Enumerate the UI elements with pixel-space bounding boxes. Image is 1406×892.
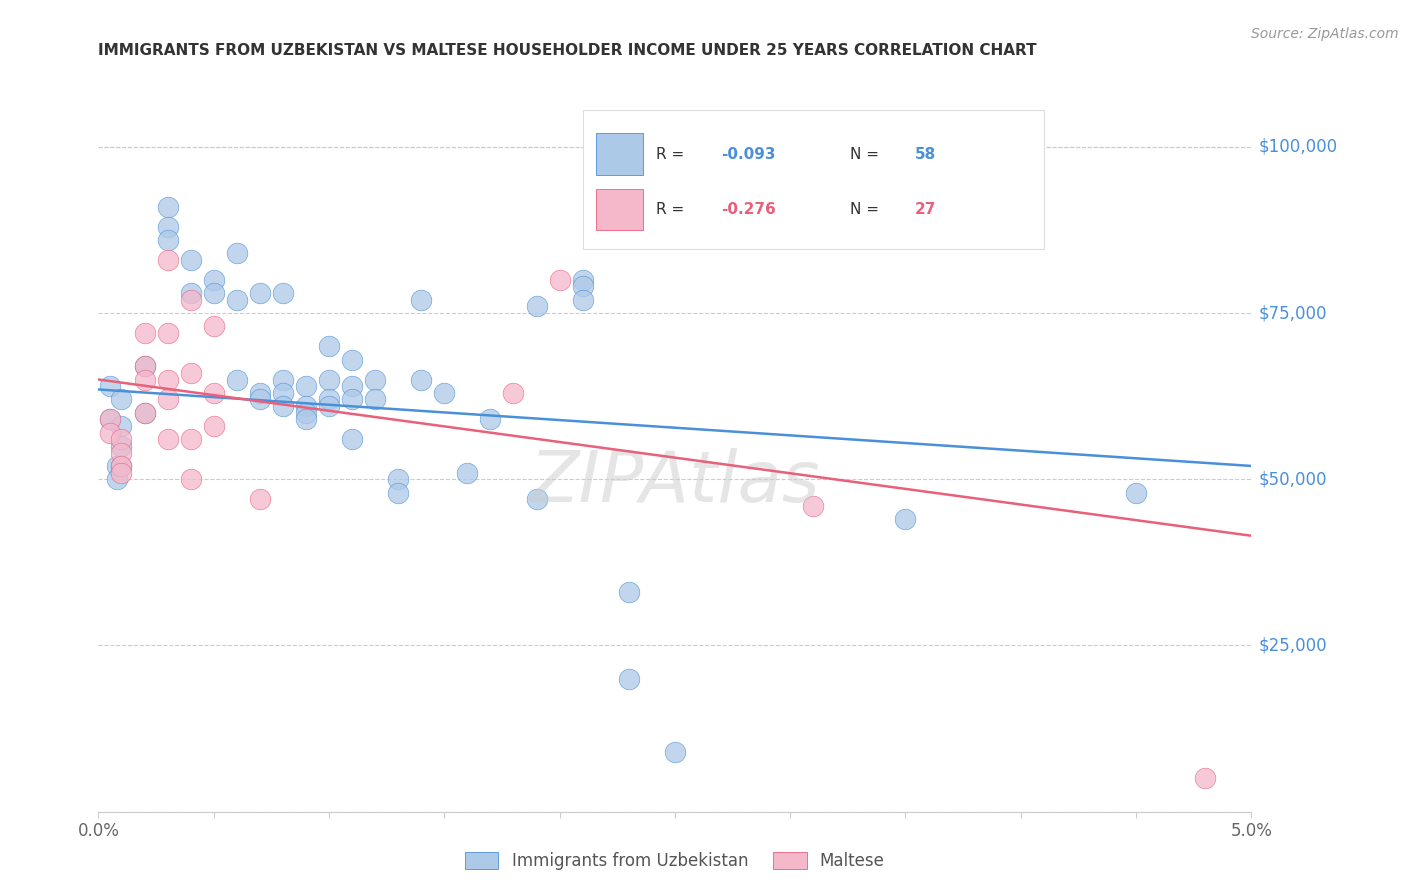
Point xyxy=(364,392,387,407)
Point xyxy=(156,219,179,234)
Point xyxy=(202,273,225,287)
Point xyxy=(318,339,340,353)
Point xyxy=(225,372,247,386)
Point xyxy=(156,200,179,214)
Point xyxy=(526,299,548,313)
Point xyxy=(105,458,128,473)
Point xyxy=(271,286,294,301)
Point xyxy=(318,372,340,386)
Point xyxy=(98,412,121,426)
Point xyxy=(110,439,132,453)
Point xyxy=(526,492,548,507)
Point xyxy=(387,485,409,500)
Point xyxy=(295,406,318,420)
Point xyxy=(202,286,225,301)
Text: $100,000: $100,000 xyxy=(1258,137,1337,156)
Point xyxy=(249,492,271,507)
Point xyxy=(571,273,593,287)
Text: $50,000: $50,000 xyxy=(1258,470,1327,488)
Point xyxy=(617,672,640,686)
Point xyxy=(271,385,294,400)
Point xyxy=(134,326,156,340)
Point xyxy=(110,458,132,473)
Point xyxy=(295,412,318,426)
Point xyxy=(156,252,179,267)
Point xyxy=(894,512,917,526)
Point xyxy=(110,458,132,473)
Point xyxy=(156,392,179,407)
Point xyxy=(180,366,202,380)
Point xyxy=(110,466,132,480)
Point xyxy=(387,472,409,486)
Point xyxy=(98,425,121,440)
Point xyxy=(271,399,294,413)
Point xyxy=(134,406,156,420)
Point xyxy=(180,252,202,267)
Point xyxy=(180,433,202,447)
Point xyxy=(225,246,247,260)
Text: Source: ZipAtlas.com: Source: ZipAtlas.com xyxy=(1251,27,1399,41)
Point xyxy=(110,392,132,407)
Point xyxy=(249,286,271,301)
Point xyxy=(134,372,156,386)
Point xyxy=(1194,772,1216,786)
Point xyxy=(134,359,156,374)
Point xyxy=(271,372,294,386)
Point xyxy=(318,399,340,413)
Point xyxy=(456,466,478,480)
Point xyxy=(340,352,363,367)
Point xyxy=(110,433,132,447)
Point xyxy=(249,385,271,400)
Point xyxy=(571,279,593,293)
Point xyxy=(98,379,121,393)
Point xyxy=(340,392,363,407)
Point xyxy=(548,273,571,287)
Point xyxy=(571,293,593,307)
Point xyxy=(295,399,318,413)
Legend: Immigrants from Uzbekistan, Maltese: Immigrants from Uzbekistan, Maltese xyxy=(458,845,891,877)
Point xyxy=(801,499,824,513)
Point xyxy=(502,385,524,400)
Point xyxy=(202,319,225,334)
Point xyxy=(318,392,340,407)
Point xyxy=(156,372,179,386)
Point xyxy=(156,233,179,247)
Point xyxy=(249,392,271,407)
Point xyxy=(180,472,202,486)
Point xyxy=(295,379,318,393)
Point xyxy=(98,412,121,426)
Point xyxy=(156,433,179,447)
Point xyxy=(433,385,456,400)
Point xyxy=(411,372,433,386)
Text: ZIPAtlas: ZIPAtlas xyxy=(530,448,820,517)
Point xyxy=(202,419,225,434)
Point xyxy=(156,326,179,340)
Point xyxy=(340,379,363,393)
Point xyxy=(664,745,686,759)
Point xyxy=(110,419,132,434)
Point xyxy=(134,406,156,420)
Text: $25,000: $25,000 xyxy=(1258,637,1327,655)
Point xyxy=(180,286,202,301)
Point xyxy=(1125,485,1147,500)
Point xyxy=(180,293,202,307)
Point xyxy=(110,445,132,459)
Point xyxy=(364,372,387,386)
Text: $75,000: $75,000 xyxy=(1258,304,1327,322)
Point xyxy=(479,412,502,426)
Point xyxy=(134,359,156,374)
Point xyxy=(411,293,433,307)
Point xyxy=(340,433,363,447)
Point xyxy=(105,472,128,486)
Point xyxy=(225,293,247,307)
Point xyxy=(202,385,225,400)
Point xyxy=(617,585,640,599)
Text: IMMIGRANTS FROM UZBEKISTAN VS MALTESE HOUSEHOLDER INCOME UNDER 25 YEARS CORRELAT: IMMIGRANTS FROM UZBEKISTAN VS MALTESE HO… xyxy=(98,43,1038,58)
